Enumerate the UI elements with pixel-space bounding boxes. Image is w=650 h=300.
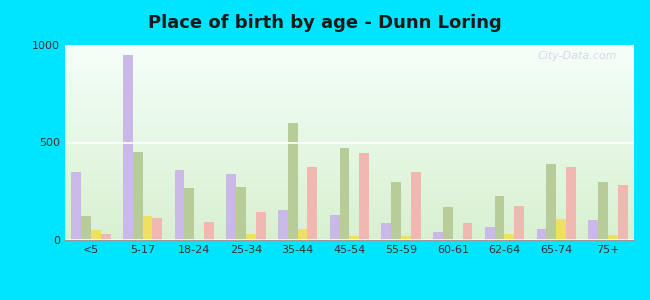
Bar [236, 187, 246, 240]
Bar [463, 224, 473, 240]
Bar [330, 215, 339, 240]
Bar [72, 172, 81, 240]
Bar [504, 234, 514, 240]
Bar [91, 230, 101, 240]
Bar [204, 222, 214, 240]
Bar [411, 172, 421, 240]
Bar [536, 229, 547, 240]
Bar [401, 236, 411, 240]
Bar [101, 234, 111, 240]
Bar [382, 224, 391, 240]
Text: Place of birth by age - Dunn Loring: Place of birth by age - Dunn Loring [148, 14, 502, 32]
Bar [339, 148, 350, 240]
Bar [123, 55, 133, 240]
Bar [566, 167, 576, 240]
Bar [256, 212, 266, 240]
Bar [598, 182, 608, 240]
Bar [246, 234, 256, 240]
Bar [185, 188, 194, 240]
Bar [350, 236, 359, 240]
Bar [175, 170, 185, 240]
Bar [443, 207, 453, 240]
Bar [391, 182, 401, 240]
Bar [288, 123, 298, 240]
Bar [152, 218, 162, 240]
Bar [547, 164, 556, 240]
Bar [608, 235, 617, 240]
Bar [307, 167, 317, 240]
Text: City-Data.com: City-Data.com [537, 51, 617, 61]
Bar [514, 206, 524, 240]
Bar [278, 210, 288, 240]
Bar [618, 185, 627, 240]
Bar [359, 153, 369, 240]
Bar [588, 220, 598, 240]
Bar [142, 216, 152, 240]
Bar [485, 227, 495, 240]
Bar [81, 216, 91, 240]
Bar [298, 229, 307, 240]
Bar [433, 232, 443, 240]
Bar [133, 152, 142, 240]
Bar [495, 196, 504, 240]
Bar [556, 218, 566, 240]
Bar [226, 174, 236, 240]
